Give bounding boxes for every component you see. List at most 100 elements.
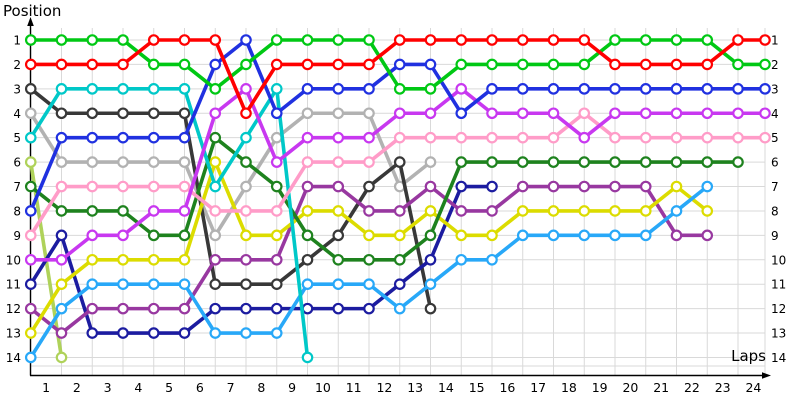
series-green (24, 34, 771, 95)
data-point-navy (178, 327, 191, 339)
data-point-pink (547, 131, 560, 144)
data-point-red (393, 34, 406, 46)
data-point-green (578, 58, 591, 71)
data-point-red (332, 58, 345, 71)
data-point-black (270, 278, 283, 290)
data-point-darkgreen (178, 229, 191, 242)
series-lines (24, 34, 771, 364)
data-point-darkgreen (578, 156, 591, 168)
data-point-navy (455, 180, 468, 193)
right-position-label: 1 (771, 34, 779, 48)
data-point-navy (270, 302, 283, 315)
y-axis-arrow-icon (27, 17, 34, 26)
data-point-red (209, 34, 222, 46)
lap-tick-label: 12 (376, 380, 392, 395)
data-point-red (86, 58, 99, 71)
left-position-label: 14 (6, 351, 21, 365)
data-point-olive (55, 351, 68, 364)
data-point-sky (486, 253, 498, 266)
lap-tick-label: 10 (315, 380, 331, 395)
data-point-magenta (486, 107, 498, 120)
series-line-pink (29, 111, 765, 237)
data-point-sky (516, 229, 529, 242)
data-point-purple (701, 229, 714, 242)
data-point-pink (578, 107, 591, 120)
data-point-red (240, 107, 252, 120)
data-point-magenta (455, 83, 468, 95)
lap-tick-label: 21 (653, 380, 669, 395)
data-point-yellow (178, 253, 191, 266)
data-point-green (363, 34, 375, 46)
data-point-green (332, 34, 345, 46)
right-position-label: 10 (771, 253, 786, 267)
data-point-magenta (670, 107, 683, 120)
data-point-yellow (147, 253, 160, 266)
series-sky (24, 180, 714, 364)
lap-tick-label: 16 (499, 380, 515, 395)
data-point-red (24, 58, 37, 71)
series-line-cyan (29, 87, 310, 358)
data-point-darkgreen (701, 156, 714, 168)
data-point-yellow (240, 229, 252, 242)
lap-tick-label: 13 (407, 380, 423, 395)
data-point-green (701, 34, 714, 46)
data-point-sky (701, 180, 714, 193)
data-point-black (424, 302, 437, 315)
data-point-sky (609, 229, 621, 242)
data-point-magenta (516, 107, 529, 120)
data-point-purple (55, 327, 68, 339)
data-point-black (147, 107, 160, 120)
data-point-gray (178, 156, 191, 168)
data-point-darkgreen (547, 156, 560, 168)
data-point-yellow (639, 205, 652, 217)
data-point-yellow (55, 278, 68, 290)
data-point-red (732, 34, 744, 46)
data-point-green (301, 34, 314, 46)
data-point-purple (301, 180, 314, 193)
data-point-darkgreen (609, 156, 621, 168)
data-point-yellow (332, 205, 345, 217)
data-point-sky (301, 278, 314, 290)
data-point-blue (759, 83, 771, 95)
right-position-label: 8 (771, 204, 779, 218)
data-point-magenta (117, 229, 129, 242)
data-point-purple (209, 253, 222, 266)
data-point-pink (332, 156, 345, 168)
series-line-navy (29, 184, 492, 335)
data-point-black (363, 180, 375, 193)
left-position-label: 13 (6, 327, 21, 341)
data-point-blue (547, 83, 560, 95)
data-point-black (117, 107, 129, 120)
data-point-sky (670, 205, 683, 217)
data-point-pink (424, 131, 437, 144)
data-point-yellow (455, 229, 468, 242)
data-point-black (86, 107, 99, 120)
data-point-cyan (86, 83, 99, 95)
data-point-blue (732, 83, 744, 95)
data-point-green (486, 58, 498, 71)
data-point-blue (639, 83, 652, 95)
data-point-purple (178, 302, 191, 315)
data-point-green (759, 58, 771, 71)
data-point-green (516, 58, 529, 71)
data-point-magenta (759, 107, 771, 120)
data-point-sky (86, 278, 99, 290)
data-point-green (424, 83, 437, 95)
data-point-cyan (270, 83, 283, 95)
data-point-black (240, 278, 252, 290)
data-point-pink (732, 131, 744, 144)
data-point-darkgreen (486, 156, 498, 168)
data-point-gray (424, 156, 437, 168)
data-point-purple (270, 253, 283, 266)
data-point-navy (86, 327, 99, 339)
data-point-blue (455, 107, 468, 120)
data-point-black (24, 83, 37, 95)
data-point-darkgreen (455, 156, 468, 168)
data-point-sky (117, 278, 129, 290)
right-position-label: 12 (771, 302, 786, 316)
right-position-label: 11 (771, 278, 786, 292)
data-point-green (55, 34, 68, 46)
data-point-green (732, 58, 744, 71)
data-point-red (178, 34, 191, 46)
